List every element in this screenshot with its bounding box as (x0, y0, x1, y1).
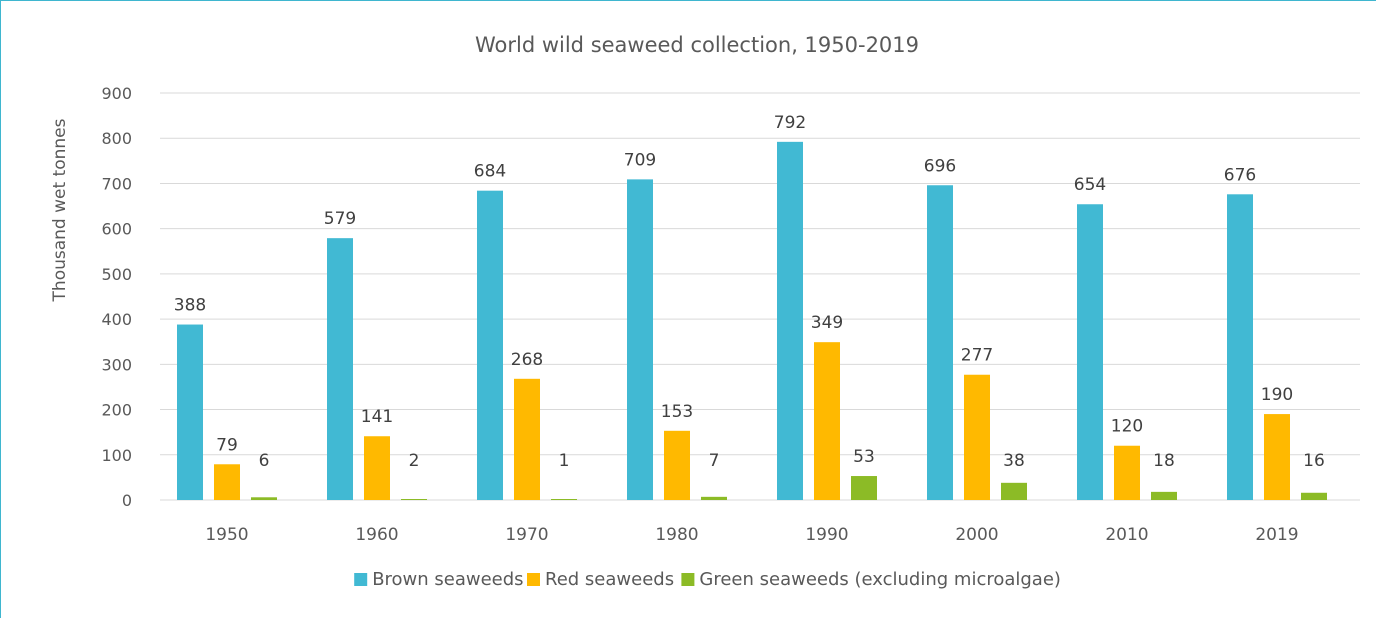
data-label: 16 (1303, 451, 1325, 471)
data-label: 684 (474, 162, 506, 182)
y-tick-label: 500 (101, 265, 132, 284)
data-label: 579 (324, 209, 356, 229)
data-label: 709 (624, 150, 656, 170)
bar (1001, 482, 1027, 500)
data-label: 79 (216, 435, 238, 455)
bar (1077, 204, 1103, 500)
bar (214, 464, 240, 500)
data-label: 792 (774, 113, 806, 133)
y-axis-label: Thousand wet tonnes (50, 118, 70, 302)
y-tick-label: 400 (101, 310, 132, 329)
legend-swatch (681, 573, 695, 586)
x-tick-label: 2019 (1255, 525, 1298, 545)
data-label: 268 (511, 350, 543, 370)
data-label: 277 (961, 346, 993, 366)
x-tick-label: 1950 (205, 525, 248, 545)
y-tick-label: 900 (101, 84, 132, 103)
data-label: 7 (709, 451, 720, 471)
legend-swatch (527, 573, 540, 586)
x-tick-label: 2000 (955, 525, 998, 545)
y-tick-label: 300 (101, 355, 132, 374)
data-label: 676 (1224, 165, 1256, 185)
gridlines (160, 92, 1360, 501)
bar (477, 190, 503, 500)
data-label: 53 (853, 447, 875, 467)
legend-label: Red seaweeds (545, 569, 674, 590)
bar (251, 497, 277, 500)
bar (401, 499, 427, 500)
data-label: 18 (1153, 451, 1175, 471)
legend: Brown seaweeds Red seaweeds Green seaweeds… (354, 569, 1061, 590)
bar (551, 499, 577, 500)
bar (1301, 492, 1327, 500)
data-label: 2 (409, 451, 420, 471)
legend-label: Brown seaweeds (372, 569, 523, 590)
data-label: 6 (259, 451, 270, 471)
y-axis-ticks: 0 100 200 300 400 500 600 700 800 900 (101, 84, 132, 510)
bars (177, 141, 1327, 500)
x-axis-ticks: 1950 1960 1970 1980 1990 2000 2010 2019 (205, 525, 1298, 545)
y-tick-label: 600 (101, 220, 132, 239)
y-tick-label: 200 (101, 401, 132, 420)
data-label: 1 (559, 451, 570, 471)
bar (364, 436, 390, 500)
y-tick-label: 700 (101, 174, 132, 193)
y-tick-label: 100 (101, 446, 132, 465)
data-label: 120 (1111, 417, 1143, 437)
legend-swatch (354, 573, 368, 586)
bar (1151, 491, 1177, 500)
bar (851, 476, 877, 500)
bar (514, 378, 540, 500)
bar (327, 238, 353, 500)
data-label: 696 (924, 156, 956, 176)
bar (777, 141, 803, 500)
bar (814, 342, 840, 500)
data-label: 190 (1261, 385, 1293, 405)
bar (1227, 194, 1253, 500)
bar (927, 185, 953, 500)
bar (664, 430, 690, 500)
bar (1264, 414, 1290, 500)
data-label: 153 (661, 402, 693, 422)
data-labels: 388 79 6 579 141 2 684 268 1 709 153 7 792 349 53 696 27… (174, 113, 1325, 471)
x-tick-label: 1980 (655, 525, 698, 545)
data-label: 388 (174, 296, 206, 316)
bar (177, 324, 203, 500)
legend-label: Green seaweeds (excluding microalgae) (699, 569, 1061, 590)
bar (627, 179, 653, 500)
x-tick-label: 2010 (1105, 525, 1148, 545)
bar (964, 374, 990, 500)
bar (1114, 445, 1140, 500)
x-tick-label: 1960 (355, 525, 398, 545)
bar (701, 496, 727, 500)
data-label: 38 (1003, 451, 1025, 471)
data-label: 141 (361, 407, 393, 427)
x-tick-label: 1970 (505, 525, 548, 545)
data-label: 349 (811, 313, 843, 333)
y-tick-label: 0 (122, 491, 132, 510)
data-label: 654 (1074, 175, 1106, 195)
x-tick-label: 1990 (805, 525, 848, 545)
chart-title: World wild seaweed collection, 1950-2019 (475, 33, 919, 57)
y-tick-label: 800 (101, 129, 132, 148)
